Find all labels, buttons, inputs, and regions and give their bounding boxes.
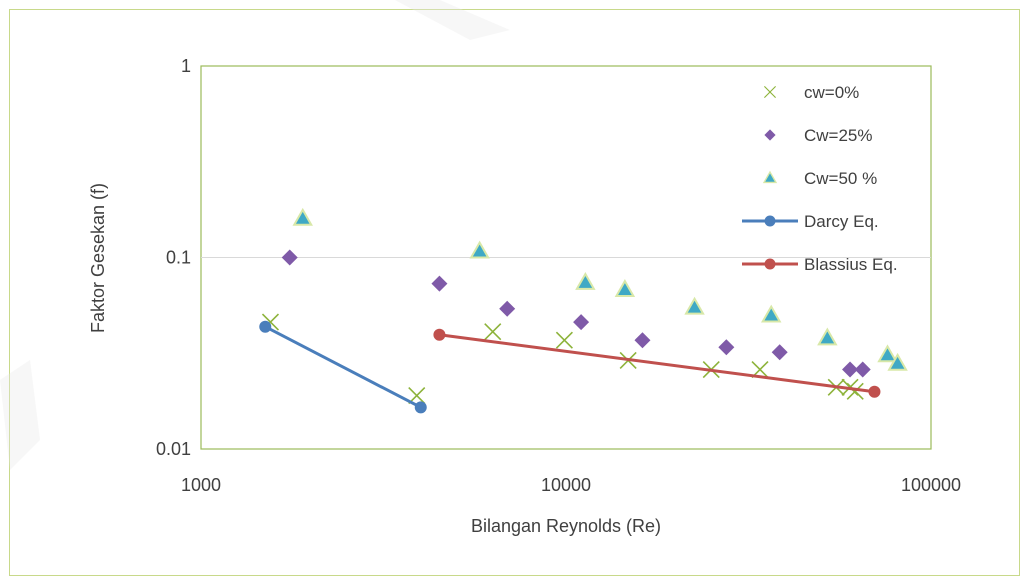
data-point [431, 275, 448, 292]
legend-label: Cw=50 % [804, 169, 877, 188]
series-cw-50 [292, 207, 908, 371]
legend-label: Blassius Eq. [804, 255, 898, 274]
data-point [614, 279, 636, 297]
data-point [846, 382, 864, 400]
y-tick-label: 1 [181, 56, 191, 76]
legend-swatch-marker [764, 215, 776, 227]
legend-item-darcy-eq: Darcy Eq. [742, 212, 879, 231]
y-tick-labels: 0.01 0.1 1 [156, 56, 191, 459]
legend-item-cw-50: Cw=50 % [762, 169, 877, 188]
data-point [555, 331, 573, 349]
data-point [868, 385, 881, 398]
data-point [842, 361, 859, 378]
data-point [281, 249, 298, 266]
x-axis-title: Bilangan Reynolds (Re) [471, 516, 661, 536]
legend-label: Darcy Eq. [804, 212, 879, 231]
data-point [887, 352, 908, 371]
data-point [817, 327, 838, 346]
data-point [575, 272, 596, 290]
y-tick-label: 0.01 [156, 439, 191, 459]
data-point [259, 320, 272, 333]
x-tick-labels: 1000 10000 100000 [181, 475, 961, 495]
series-layer [259, 207, 908, 414]
legend-swatch [762, 170, 778, 184]
data-point [433, 328, 446, 341]
data-point [634, 332, 651, 349]
legend-item-cw-0: cw=0% [764, 83, 859, 102]
x-tick-label: 1000 [181, 475, 221, 495]
y-tick-label: 0.1 [166, 248, 191, 268]
series-line-darcy-eq [264, 325, 422, 409]
data-point [854, 361, 871, 378]
legend-swatch [764, 129, 776, 141]
series-darcy-eq [259, 320, 427, 414]
legend-label: Cw=25% [804, 126, 873, 145]
y-axis-title: Faktor Gesekan (f) [88, 183, 108, 333]
legend-swatch-marker [764, 258, 776, 270]
data-point [684, 296, 705, 315]
legend-label: cw=0% [804, 83, 859, 102]
watermark-shape [0, 0, 510, 470]
legend-swatch [764, 86, 776, 98]
legend-item-blassius-eq: Blassius Eq. [742, 255, 898, 274]
legend: cw=0% Cw=25% Cw=50 % Darcy Eq. Blassius Eq. [742, 83, 898, 274]
data-point [761, 304, 782, 323]
series-blassius-eq [433, 328, 881, 398]
data-point [292, 207, 313, 226]
data-point [877, 344, 898, 363]
data-point [573, 314, 590, 331]
series-line-blassius-eq [439, 333, 875, 394]
data-point [414, 401, 427, 414]
data-point [484, 323, 502, 341]
data-point [499, 300, 516, 317]
data-point [469, 240, 490, 259]
x-tick-label: 100000 [901, 475, 961, 495]
data-point [718, 339, 735, 356]
legend-item-cw-25: Cw=25% [764, 126, 873, 145]
series-cw-25 [281, 249, 871, 378]
data-point [771, 344, 788, 361]
x-tick-label: 10000 [541, 475, 591, 495]
